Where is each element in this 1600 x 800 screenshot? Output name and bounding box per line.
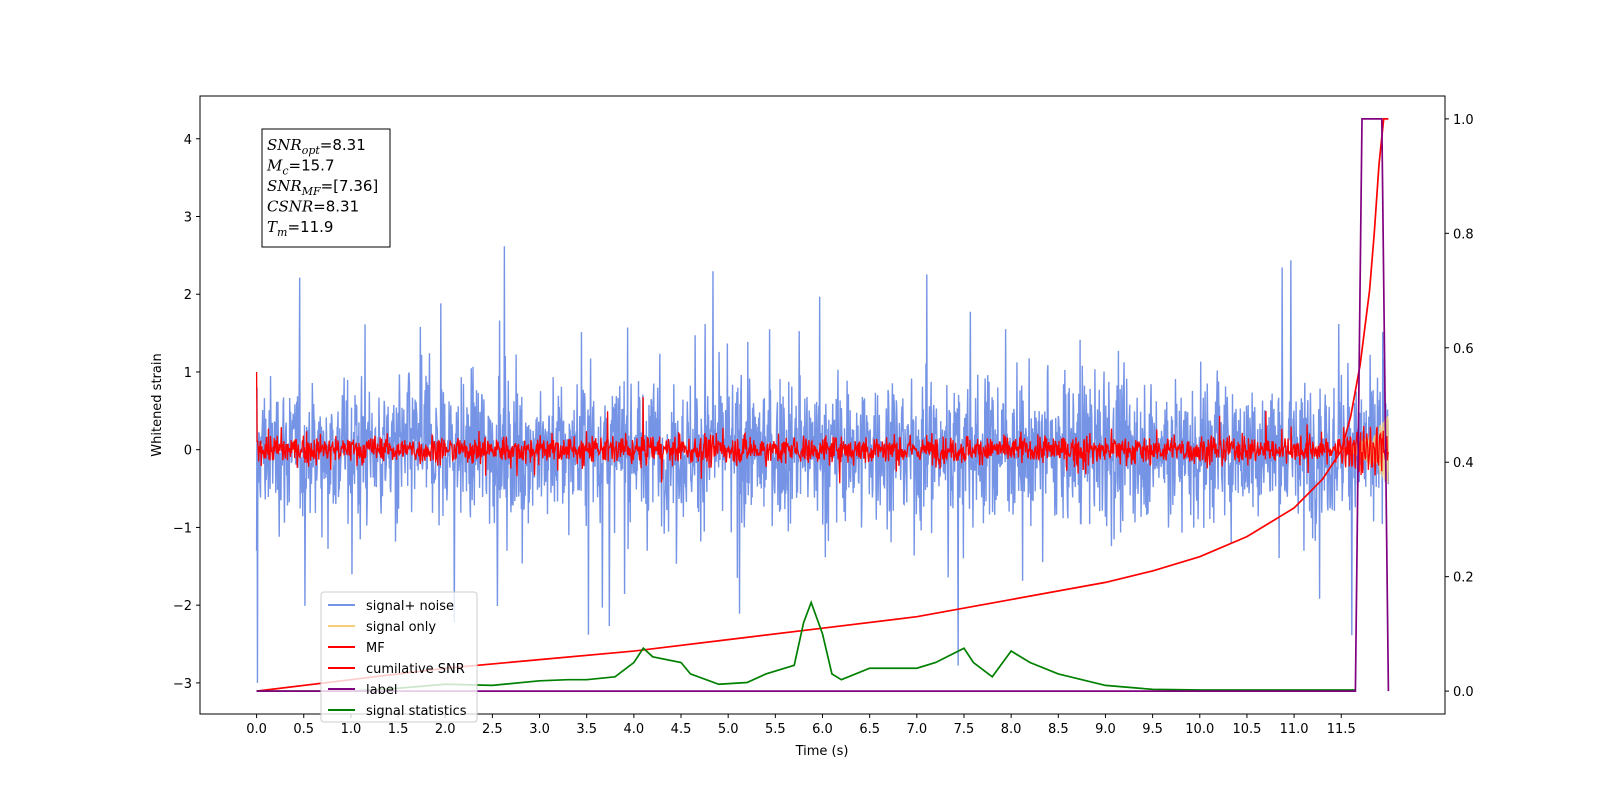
legend-label: signal statistics (366, 704, 467, 719)
y-tick-label: −2 (173, 599, 192, 614)
x-tick-label: 5.5 (765, 722, 786, 737)
y2-tick-label: 1.0 (1453, 113, 1474, 128)
x-axis: 0.0 0.5 1.0 1.5 2.0 2.5 3.0 3.5 4.0 4.5 5.0 5.5 6.0 6… (246, 714, 1356, 737)
x-tick-label: 3.0 (529, 722, 550, 737)
y-tick-label: 0 (184, 444, 192, 459)
x-tick-label: 10.0 (1185, 722, 1214, 737)
legend-frame (320, 591, 478, 723)
annotation-line: CSNR=8.31 (267, 198, 359, 216)
legend-label: signal only (366, 620, 436, 635)
x-tick-label: 4.5 (671, 722, 692, 737)
x-tick-label: 10.5 (1232, 722, 1261, 737)
series-cumulative-snr (256, 118, 1389, 692)
y-tick-label: −1 (173, 521, 192, 536)
x-tick-label: 11.0 (1280, 722, 1309, 737)
series-label (256, 118, 1390, 692)
x-tick-label: 8.0 (1001, 722, 1022, 737)
y2-tick-label: 0.0 (1453, 685, 1474, 700)
y2-tick-label: 0.6 (1453, 342, 1474, 357)
y2-tick-label: 0.8 (1453, 227, 1474, 242)
annotation-line: SNRopt=8.31 (267, 136, 366, 157)
y-tick-label: −3 (173, 677, 192, 692)
series-signal-statistics (256, 599, 1356, 692)
x-tick-label: 1.0 (341, 722, 362, 737)
x-tick-label: 0.0 (246, 722, 267, 737)
x-axis-label: Time (s) (795, 744, 849, 759)
x-tick-label: 6.0 (812, 722, 833, 737)
annotation-line: Tm=11.9 (267, 218, 333, 239)
y-tick-label: 2 (184, 288, 192, 303)
x-tick-label: 2.0 (435, 722, 456, 737)
series-signal-noise (255, 246, 1390, 683)
y2-axis: 1.0 0.8 0.6 0.4 0.2 0.0 (1445, 113, 1474, 700)
y-tick-label: 3 (184, 210, 192, 225)
annotation-line: SNRMF=[7.36] (267, 177, 378, 198)
x-tick-label: 8.5 (1048, 722, 1069, 737)
x-tick-label: 6.5 (859, 722, 880, 737)
x-tick-label: 7.5 (954, 722, 975, 737)
x-tick-label: 1.5 (388, 722, 409, 737)
y-axis: 4 3 2 1 0 −1 −2 −3 (173, 133, 200, 692)
y-tick-label: 4 (184, 133, 192, 148)
annotation-frame (261, 128, 391, 248)
x-tick-label: 4.0 (624, 722, 645, 737)
y2-tick-label: 0.4 (1453, 456, 1474, 471)
x-tick-label: 11.5 (1327, 722, 1356, 737)
y2-tick-label: 0.2 (1453, 571, 1474, 586)
series-mf (255, 371, 1390, 484)
x-tick-label: 3.5 (576, 722, 597, 737)
y-tick-label: 1 (184, 366, 192, 381)
y-axis-label: Whitened strain (150, 353, 165, 456)
legend-label: label (366, 683, 397, 698)
data-layer (255, 118, 1390, 692)
legend-label: cumilative SNR (366, 662, 465, 677)
x-tick-label: 2.5 (482, 722, 503, 737)
x-tick-label: 7.0 (906, 722, 927, 737)
annotation-line: Mc=15.7 (266, 157, 335, 178)
x-tick-label: 5.0 (718, 722, 739, 737)
x-tick-label: 0.5 (293, 722, 314, 737)
legend-label: MF (366, 641, 385, 656)
legend-label: signal+ noise (366, 599, 454, 614)
legend: signal+ noise signal only MF cumilative SNR… (320, 591, 478, 723)
x-tick-label: 9.5 (1142, 722, 1163, 737)
x-tick-label: 9.0 (1095, 722, 1116, 737)
